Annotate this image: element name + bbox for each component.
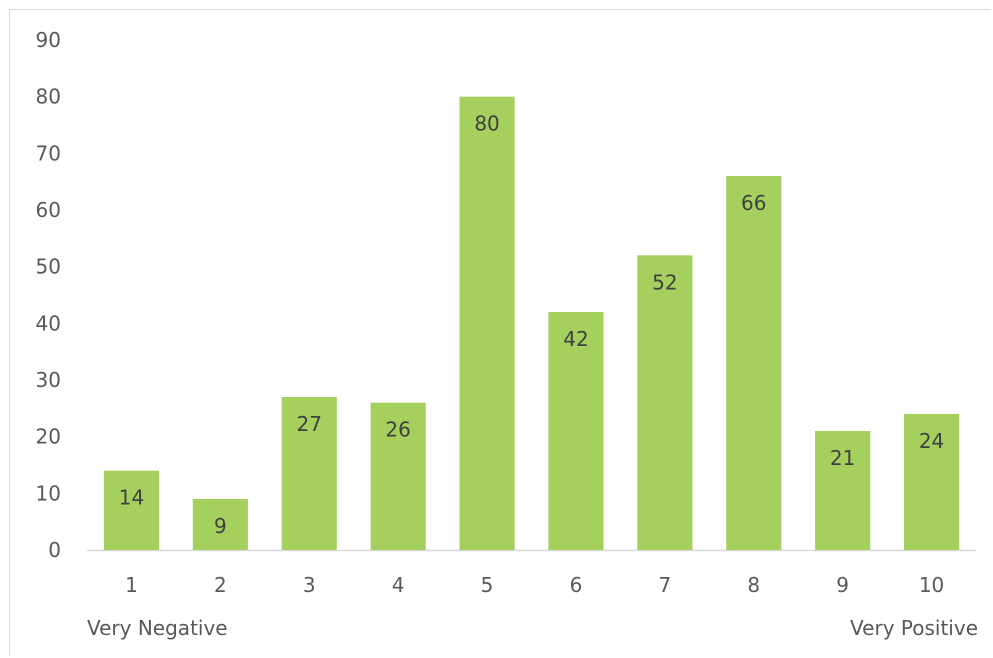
y-tick-label: 30 xyxy=(36,368,61,392)
y-tick-label: 60 xyxy=(36,198,61,222)
x-tick-label: 9 xyxy=(836,573,849,597)
bar xyxy=(903,414,960,550)
bar-data-label: 9 xyxy=(214,514,227,538)
y-tick-label: 70 xyxy=(36,141,61,165)
x-tick-label: 3 xyxy=(303,573,316,597)
x-tick-label: 6 xyxy=(570,573,583,597)
x-tick-label: 2 xyxy=(214,573,227,597)
bars: 14 9 27 26 80 42 52 66 21 24 xyxy=(103,96,960,551)
bar xyxy=(815,431,871,550)
y-tick-label: 80 xyxy=(36,85,61,109)
bar xyxy=(459,96,515,551)
x-tick-label: 7 xyxy=(658,573,671,597)
x-tick-label: 1 xyxy=(125,573,138,597)
bar xyxy=(281,397,337,550)
y-tick-label: 20 xyxy=(36,425,61,449)
bar xyxy=(548,312,604,550)
y-tick-label: 10 xyxy=(36,481,61,505)
x-tick-label: 10 xyxy=(919,573,944,597)
bar-data-label: 80 xyxy=(474,112,499,136)
y-axis: 0 10 20 30 40 50 60 70 80 90 xyxy=(36,28,61,562)
scale-high-label: Very Positive xyxy=(850,616,978,640)
bar-data-label: 24 xyxy=(919,429,944,453)
y-tick-label: 40 xyxy=(36,311,61,335)
bar-data-label: 52 xyxy=(652,270,677,294)
y-tick-label: 0 xyxy=(48,538,61,562)
bar xyxy=(637,255,693,551)
bar-data-label: 27 xyxy=(297,412,322,436)
bar xyxy=(370,402,426,550)
bar-data-label: 14 xyxy=(119,486,144,510)
bar-data-label: 26 xyxy=(385,418,410,442)
x-tick-label: 8 xyxy=(747,573,760,597)
chart-frame xyxy=(9,9,991,656)
bar xyxy=(192,499,248,550)
bar xyxy=(103,470,160,550)
scale-low-label: Very Negative xyxy=(87,616,228,640)
bar xyxy=(726,176,782,550)
y-tick-label: 90 xyxy=(36,28,61,52)
x-axis: 1 2 3 4 5 6 7 8 9 10 xyxy=(125,573,944,597)
x-tick-label: 5 xyxy=(481,573,494,597)
y-tick-label: 50 xyxy=(36,255,61,279)
bar-data-label: 21 xyxy=(830,446,855,470)
x-tick-label: 4 xyxy=(392,573,405,597)
bar-data-label: 66 xyxy=(741,191,766,215)
bar-data-label: 42 xyxy=(563,327,588,351)
